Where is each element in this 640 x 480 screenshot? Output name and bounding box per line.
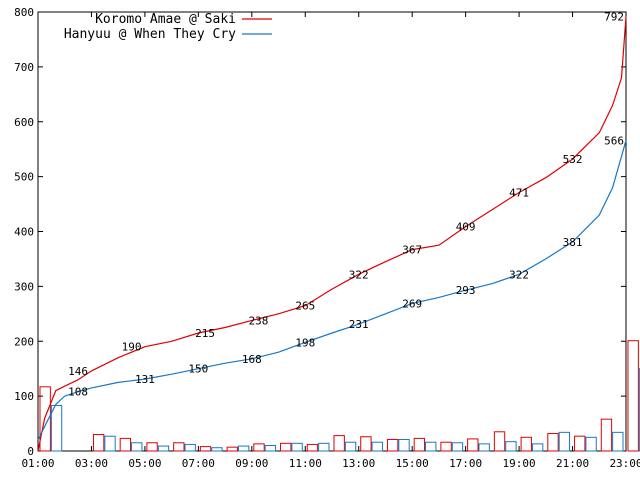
plot-frame [37, 11, 627, 452]
x-tick-label: 11:00 [289, 457, 322, 470]
axes: 0 100 200 300 400 500 600 700 800 01:00 03:00 05:00… [14, 6, 640, 470]
data-label: 146 [68, 365, 88, 378]
hourly-bar [39, 386, 51, 452]
data-label: 198 [295, 336, 315, 349]
hourly-bar [531, 443, 544, 452]
y-tick-label: 700 [14, 61, 34, 74]
hourly-bar [119, 437, 132, 452]
hourly-bars [39, 340, 640, 452]
hourly-bar [547, 432, 559, 452]
hourly-bar [612, 431, 624, 452]
hourly-bar [253, 443, 265, 452]
hourly-bar [371, 441, 383, 452]
y-tick-label: 300 [14, 280, 34, 293]
hourly-bar [398, 438, 410, 452]
hourly-bar [413, 437, 426, 452]
data-label: 150 [188, 363, 208, 376]
hourly-bar [318, 442, 330, 452]
x-tick-label: 03:00 [75, 457, 108, 470]
x-tick-label: 07:00 [182, 457, 215, 470]
x-tick-label: 23:00 [609, 457, 640, 470]
series-line [37, 16, 627, 452]
data-label: 293 [456, 284, 476, 297]
hourly-bar [425, 441, 437, 452]
y-tick-label: 100 [14, 390, 34, 403]
hourly-bar [600, 418, 613, 452]
data-label: 168 [242, 353, 262, 366]
y-tick-label: 200 [14, 335, 34, 348]
y-tick-label: 400 [14, 226, 34, 239]
hourly-bar [131, 442, 143, 452]
y-tick-label: 0 [27, 445, 34, 458]
hourly-bar [237, 445, 250, 452]
data-label: 265 [295, 300, 315, 313]
data-label: 215 [195, 327, 215, 340]
hourly-bar [467, 438, 479, 452]
data-label: 238 [249, 314, 269, 327]
hourly-bar [104, 435, 116, 452]
y-tick-label: 800 [14, 6, 34, 19]
data-label: 367 [402, 244, 422, 257]
legend-label: Koromo Amae @ Saki [95, 12, 236, 27]
x-tick-label: 13:00 [342, 457, 375, 470]
hourly-bar [585, 436, 597, 452]
x-tick-label: 15:00 [396, 457, 429, 470]
cumulative-lines [37, 16, 627, 452]
hourly-bar [92, 434, 105, 452]
data-label: 566 [604, 134, 624, 147]
hourly-bar [280, 442, 292, 452]
x-tick-label: 05:00 [128, 457, 161, 470]
hourly-bar [333, 435, 345, 452]
hourly-bar [520, 436, 532, 452]
hourly-bar [344, 441, 357, 452]
hourly-bar [226, 446, 238, 452]
data-label: 190 [122, 341, 142, 354]
hourly-bar [264, 445, 277, 452]
hourly-bar [440, 441, 452, 452]
hourly-bar [50, 404, 63, 452]
hourly-bar [505, 441, 517, 452]
data-label: 231 [349, 318, 369, 331]
hourly-bar [627, 340, 639, 452]
legend-label: Hanyuu @ When They Cry [64, 27, 236, 42]
hourly-bar [451, 442, 464, 452]
y-tick-label: 500 [14, 171, 34, 184]
hourly-bar [558, 431, 571, 452]
series-line [37, 140, 627, 441]
data-label: 108 [68, 386, 88, 399]
hourly-bar [157, 445, 170, 452]
hourly-bar [386, 438, 399, 452]
hourly-bar [360, 436, 372, 452]
hourly-bar [306, 443, 319, 452]
hourly-bar [493, 431, 506, 452]
data-label: 792 [604, 10, 624, 23]
data-label: 322 [509, 268, 529, 281]
data-label: 532 [563, 153, 583, 166]
x-tick-label: 17:00 [449, 457, 482, 470]
data-label: 322 [349, 268, 369, 281]
data-label: 471 [509, 187, 529, 200]
hourly-bar [184, 443, 196, 452]
hourly-bar [146, 442, 158, 452]
hourly-bar [574, 435, 586, 452]
hourly-bar [291, 442, 303, 452]
data-labels: 146 190 215 238 265 322 367 409 471 532 792 108 131 1… [68, 10, 624, 398]
x-tick-label: 21:00 [556, 457, 589, 470]
hourly-bar [173, 442, 185, 452]
y-tick-label: 600 [14, 116, 34, 129]
x-tick-label: 19:00 [503, 457, 536, 470]
x-tick-label: 09:00 [235, 457, 268, 470]
hourly-bar [638, 368, 640, 452]
data-label: 409 [456, 221, 476, 234]
data-label: 269 [402, 297, 422, 310]
hourly-bar [211, 447, 223, 452]
data-label: 381 [563, 236, 583, 249]
hourly-bar [478, 443, 490, 452]
x-tick-label: 01:00 [21, 457, 54, 470]
hourly-bar [199, 446, 212, 452]
data-label: 131 [135, 373, 155, 386]
